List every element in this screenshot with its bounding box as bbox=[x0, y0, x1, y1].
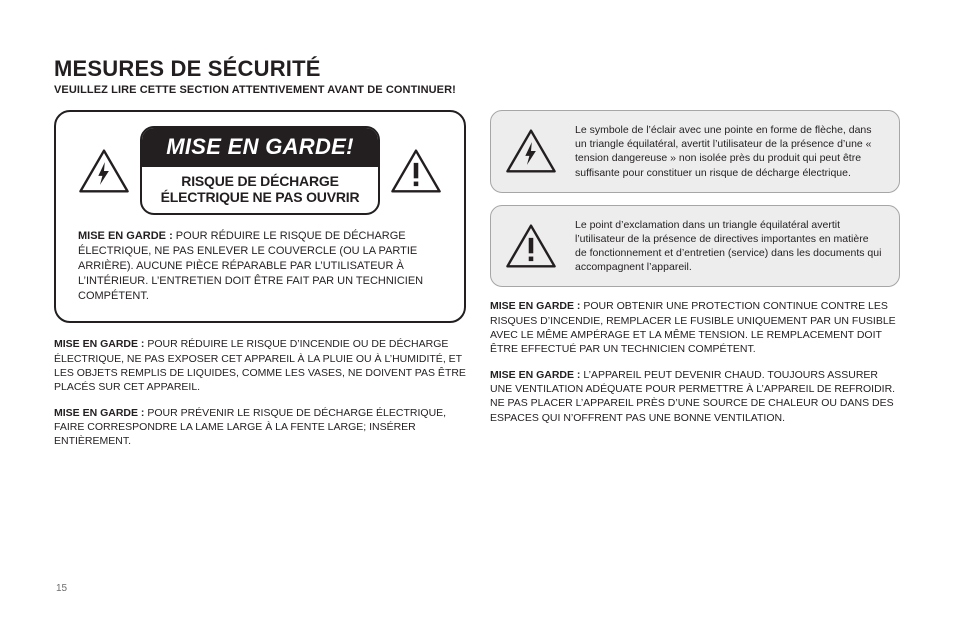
left-paragraph-2: MISE EN GARDE : POUR PRÉVENIR LE RISQUE … bbox=[54, 406, 466, 449]
page-title: MESURES DE SÉCURITÉ bbox=[54, 56, 900, 82]
right-paragraph-1: MISE EN GARDE : POUR OBTENIR UNE PROTECT… bbox=[490, 299, 900, 356]
left-column: MISE EN GARDE! RISQUE DE DÉCHARGE ÉLECTR… bbox=[54, 110, 466, 461]
page-subtitle: VEUILLEZ LIRE CETTE SECTION ATTENTIVEMEN… bbox=[54, 84, 900, 96]
exclamation-legend-text: Le point d’exclamation dans un triangle … bbox=[575, 218, 883, 275]
warning-badge-title: MISE EN GARDE! bbox=[142, 128, 378, 167]
right-column: Le symbole de l’éclair avec une pointe e… bbox=[490, 110, 900, 461]
warning-box-text: MISE EN GARDE : POUR RÉDUIRE LE RISQUE D… bbox=[78, 229, 442, 303]
warning-badge: MISE EN GARDE! RISQUE DE DÉCHARGE ÉLECTR… bbox=[140, 126, 380, 215]
right-para-1-label: MISE EN GARDE : bbox=[490, 300, 583, 312]
warning-badge-subtitle: RISQUE DE DÉCHARGE ÉLECTRIQUE NE PAS OUV… bbox=[142, 167, 378, 213]
right-paragraph-2: MISE EN GARDE : L’APPAREIL PEUT DEVENIR … bbox=[490, 368, 900, 425]
lightning-legend-text: Le symbole de l’éclair avec une pointe e… bbox=[575, 123, 883, 180]
warning-box-label: MISE EN GARDE : bbox=[78, 230, 176, 242]
left-para-1-label: MISE EN GARDE : bbox=[54, 338, 147, 350]
content-columns: MISE EN GARDE! RISQUE DE DÉCHARGE ÉLECTR… bbox=[54, 110, 900, 461]
left-paragraph-1: MISE EN GARDE : POUR RÉDUIRE LE RISQUE D… bbox=[54, 337, 466, 394]
warning-header: MISE EN GARDE! RISQUE DE DÉCHARGE ÉLECTR… bbox=[78, 126, 442, 215]
right-para-2-label: MISE EN GARDE : bbox=[490, 369, 583, 381]
left-para-2-label: MISE EN GARDE : bbox=[54, 407, 147, 419]
lightning-legend-box: Le symbole de l’éclair avec une pointe e… bbox=[490, 110, 900, 193]
page-number: 15 bbox=[56, 583, 67, 594]
exclamation-triangle-icon bbox=[390, 147, 442, 195]
exclamation-triangle-icon bbox=[505, 222, 557, 270]
exclamation-legend-box: Le point d’exclamation dans un triangle … bbox=[490, 205, 900, 288]
warning-box: MISE EN GARDE! RISQUE DE DÉCHARGE ÉLECTR… bbox=[54, 110, 466, 323]
lightning-triangle-icon bbox=[78, 147, 130, 195]
lightning-triangle-icon bbox=[505, 127, 557, 175]
